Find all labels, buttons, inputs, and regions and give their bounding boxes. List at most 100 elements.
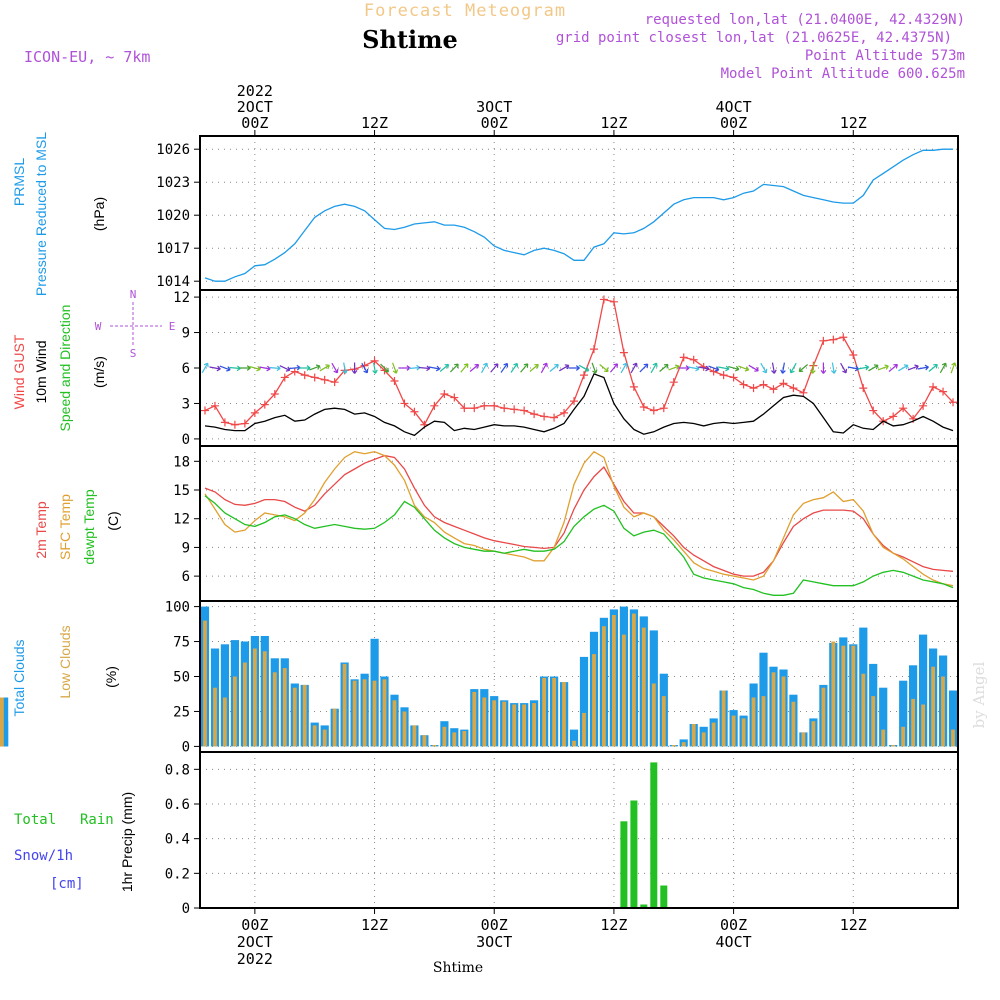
gust-point — [220, 418, 229, 427]
y-tick-label: 1017 — [156, 241, 190, 257]
low-clouds-bar — [831, 641, 836, 747]
gust-series-line — [204, 298, 954, 426]
wind-arrow-icon — [760, 362, 768, 374]
gust-point — [819, 336, 828, 345]
wind-arrow-icon — [279, 365, 291, 372]
low-clouds-bar — [502, 701, 507, 747]
gust-point — [719, 371, 728, 380]
top-time-label: 12Z — [361, 114, 388, 132]
low-clouds-bar — [412, 725, 417, 747]
ms-unit: (m/s) — [91, 356, 107, 388]
gust-point — [649, 406, 658, 415]
gust-point — [410, 407, 419, 416]
wind-arrow-icon — [361, 362, 369, 374]
gust-point — [250, 408, 259, 417]
wind-arrow-icon — [372, 362, 378, 374]
low-clouds-bar — [512, 704, 517, 747]
wind-arrow-icon — [510, 362, 518, 373]
point-altitude: Point Altitude 573m — [805, 48, 965, 64]
y-tick-label: 1023 — [156, 175, 190, 191]
wind-arrow-icon — [659, 363, 669, 372]
y-tick-label: 0 — [182, 432, 190, 448]
gust-point — [589, 345, 598, 354]
wind-arrow-icon — [449, 363, 459, 373]
y-tick-label: 12 — [173, 290, 190, 306]
wind-arrow-icon — [639, 363, 649, 373]
requested-lonlat: requested lon,lat (21.0400E, 42.4329N) — [645, 12, 965, 28]
prmsl-label: PRMSL — [11, 158, 27, 206]
low-clouds-bar — [592, 654, 596, 747]
location-title: Shtime — [362, 25, 458, 54]
wind-arrow-icon — [798, 364, 808, 373]
gust-point — [869, 406, 878, 415]
low-clouds-bar — [272, 672, 277, 747]
gust-point — [579, 371, 588, 380]
top-time-label: 00Z — [720, 114, 747, 132]
gust-point — [599, 295, 608, 304]
low-clouds-bar — [691, 724, 696, 747]
model-point-altitude: Model Point Altitude 600.625m — [721, 66, 965, 82]
low-clouds-bar — [821, 687, 826, 747]
y-tick-label: 3 — [182, 396, 190, 412]
low-clouds-bar — [312, 725, 317, 747]
gust-point — [629, 382, 638, 391]
wind-arrow-icon — [847, 365, 860, 372]
gust-point — [839, 333, 848, 342]
wind-arrow-icon — [888, 363, 898, 372]
rain-bar — [630, 800, 638, 908]
low-clouds-bar — [871, 696, 876, 747]
low-clouds-bar — [941, 676, 945, 747]
wind-arrow-icon — [630, 362, 638, 374]
rain-label: Rain — [80, 812, 114, 828]
gust-point — [290, 367, 299, 376]
low-clouds-bar — [282, 668, 287, 747]
pressure-panel: 1014 1017 1020 1023 1026 — [156, 135, 959, 291]
low-clouds-bar — [253, 648, 257, 747]
low-clouds-bar — [801, 732, 806, 747]
gust-point — [849, 351, 858, 359]
low-clouds-bar — [442, 726, 447, 747]
wind-arrow-icon — [688, 365, 700, 372]
wind-arrow-icon — [239, 365, 251, 371]
gust-point — [530, 410, 539, 419]
gust-point — [480, 401, 489, 410]
gust-point — [949, 398, 958, 407]
wind-arrow-icon — [331, 362, 339, 374]
y-tick-label: 0.4 — [165, 832, 190, 848]
snow-label: Snow/1h — [14, 848, 73, 864]
low-clouds-bar — [452, 732, 457, 747]
low-clouds-bar — [632, 613, 636, 747]
wind-arrow-icon — [950, 362, 957, 374]
gust-point — [939, 387, 948, 396]
low-clouds-bar — [861, 673, 866, 747]
gust-point — [520, 406, 529, 415]
sfc-temp-label: SFC Temp — [57, 494, 73, 560]
y-tick-label: 25 — [173, 704, 190, 720]
forecast-title: Forecast Meteogram — [364, 1, 566, 21]
total-clouds-bar — [0, 697, 9, 747]
wind-arrow-icon — [599, 364, 609, 373]
gust-point — [899, 404, 908, 413]
gust-point — [729, 373, 738, 382]
total-clouds-bar — [948, 690, 958, 747]
wind-arrow-icon — [418, 365, 431, 372]
pressure-reduced-label: Pressure Reduced to MSL — [33, 132, 49, 296]
low-clouds-bar — [951, 729, 955, 747]
low-clouds-bar — [811, 721, 816, 747]
gust-point — [370, 356, 379, 365]
gust-point — [430, 401, 439, 410]
gust-point — [300, 371, 309, 380]
total-clouds-bar — [879, 687, 888, 747]
gust-point — [400, 399, 409, 408]
wind-arrow-icon — [299, 365, 311, 371]
gust-point — [769, 385, 778, 394]
top-time-label: 3OCT — [476, 98, 512, 116]
gust-point — [260, 400, 269, 409]
wind-arrow-icon — [650, 362, 658, 374]
low-clouds-bar — [203, 620, 207, 747]
y-tick-label: 6 — [182, 569, 190, 585]
wind-arrow-icon — [269, 365, 281, 372]
panel-frame — [199, 445, 959, 602]
